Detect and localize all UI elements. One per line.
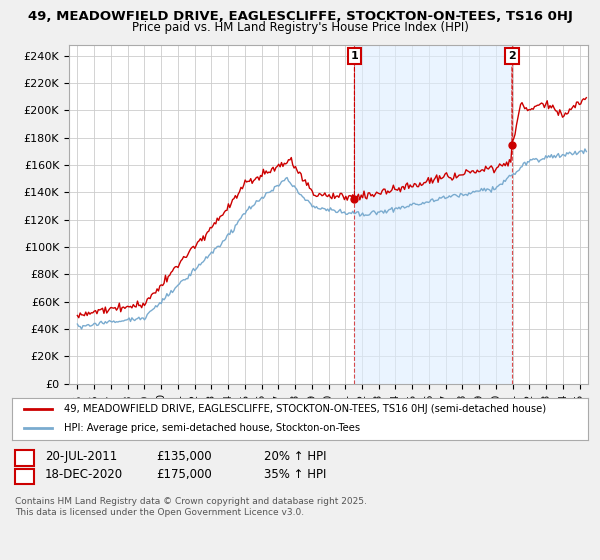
Text: £135,000: £135,000 <box>156 450 212 463</box>
Text: 2: 2 <box>20 468 28 481</box>
Text: Price paid vs. HM Land Registry's House Price Index (HPI): Price paid vs. HM Land Registry's House … <box>131 21 469 34</box>
Text: 20-JUL-2011: 20-JUL-2011 <box>45 450 117 463</box>
Bar <box>355 45 512 384</box>
Text: HPI: Average price, semi-detached house, Stockton-on-Tees: HPI: Average price, semi-detached house,… <box>64 423 360 433</box>
Text: 49, MEADOWFIELD DRIVE, EAGLESCLIFFE, STOCKTON-ON-TEES, TS16 0HJ: 49, MEADOWFIELD DRIVE, EAGLESCLIFFE, STO… <box>28 10 572 23</box>
Text: 1: 1 <box>350 51 358 197</box>
Text: 18-DEC-2020: 18-DEC-2020 <box>45 468 123 481</box>
Text: Contains HM Land Registry data © Crown copyright and database right 2025.
This d: Contains HM Land Registry data © Crown c… <box>15 497 367 517</box>
Text: £175,000: £175,000 <box>156 468 212 481</box>
Text: 2: 2 <box>508 51 516 142</box>
Text: 20% ↑ HPI: 20% ↑ HPI <box>264 450 326 463</box>
Text: 35% ↑ HPI: 35% ↑ HPI <box>264 468 326 481</box>
Text: 49, MEADOWFIELD DRIVE, EAGLESCLIFFE, STOCKTON-ON-TEES, TS16 0HJ (semi-detached h: 49, MEADOWFIELD DRIVE, EAGLESCLIFFE, STO… <box>64 404 546 414</box>
Text: 1: 1 <box>20 450 28 463</box>
